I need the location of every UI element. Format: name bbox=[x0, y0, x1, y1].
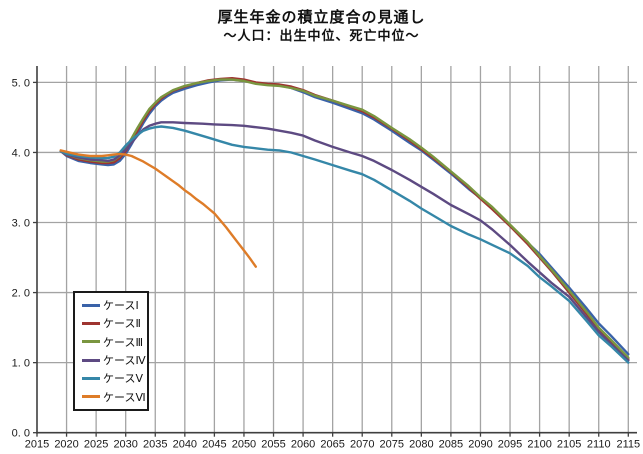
x-tick-label: 2105 bbox=[557, 439, 581, 451]
x-tick-label: 2080 bbox=[409, 439, 433, 451]
legend-line-swatch bbox=[82, 395, 100, 399]
x-tick-label: 2085 bbox=[439, 439, 463, 451]
legend-line-swatch bbox=[82, 321, 100, 325]
x-tick-label: 2035 bbox=[143, 439, 167, 451]
chart-subtitle: ～人口：出生中位、死亡中位～ bbox=[223, 28, 420, 43]
x-tick-label: 2090 bbox=[468, 439, 492, 451]
y-tick-label: 5. 0 bbox=[12, 77, 30, 89]
x-tick-label: 2030 bbox=[113, 439, 137, 451]
x-tick-label: 2075 bbox=[380, 439, 404, 451]
x-tick-label: 2050 bbox=[232, 439, 256, 451]
series-line-case-3 bbox=[59, 78, 630, 359]
legend-line-swatch bbox=[82, 358, 100, 362]
x-tick-label: 2060 bbox=[291, 439, 315, 451]
y-tick-label: 0. 0 bbox=[12, 428, 30, 440]
chart-title: 厚生年金の積立度合の見通し bbox=[217, 9, 426, 26]
legend: ケースⅠ ケースⅡ ケースⅢ ケースⅣ ケースⅤ ケースⅥ bbox=[73, 291, 149, 411]
legend-item-case-1: ケースⅠ bbox=[82, 297, 145, 313]
y-tick-label: 1. 0 bbox=[12, 358, 30, 370]
x-tick-label: 2040 bbox=[173, 439, 197, 451]
legend-item-case-6: ケースⅥ bbox=[82, 389, 146, 405]
legend-item-case-5: ケースⅤ bbox=[82, 370, 145, 386]
x-tick-label: 2025 bbox=[84, 439, 108, 451]
legend-item-case-2: ケースⅡ bbox=[82, 315, 145, 331]
legend-line-swatch bbox=[82, 303, 100, 307]
legend-label: ケースⅢ bbox=[103, 336, 144, 349]
x-tick-label: 2100 bbox=[527, 439, 551, 451]
legend-line-swatch bbox=[82, 340, 100, 344]
legend-label: ケースⅣ bbox=[103, 355, 146, 368]
legend-label: ケースⅡ bbox=[103, 318, 141, 331]
series-line-case-4 bbox=[59, 121, 630, 362]
legend-line-swatch bbox=[82, 376, 100, 380]
series-line-case-5 bbox=[59, 125, 630, 364]
legend-label: ケースⅠ bbox=[103, 300, 139, 313]
x-tick-label: 2070 bbox=[350, 439, 374, 451]
x-tick-label: 2045 bbox=[202, 439, 226, 451]
y-tick-label: 4. 0 bbox=[12, 147, 30, 159]
legend-label: ケースⅥ bbox=[103, 391, 146, 404]
y-tick-label: 3. 0 bbox=[12, 218, 30, 230]
legend-label: ケースⅤ bbox=[103, 373, 143, 386]
x-tick-label: 2095 bbox=[498, 439, 522, 451]
x-tick-label: 2110 bbox=[587, 439, 611, 451]
x-tick-label: 2020 bbox=[54, 439, 78, 451]
x-tick-label: 2065 bbox=[320, 439, 344, 451]
series-line-case-6 bbox=[59, 149, 257, 268]
legend-item-case-3: ケースⅢ bbox=[82, 334, 145, 350]
x-tick-label: 2055 bbox=[261, 439, 285, 451]
x-tick-label: 2015 bbox=[25, 439, 49, 451]
x-tick-label: 2115 bbox=[616, 439, 640, 451]
legend-item-case-4: ケースⅣ bbox=[82, 352, 146, 368]
y-tick-label: 2. 0 bbox=[12, 288, 30, 300]
